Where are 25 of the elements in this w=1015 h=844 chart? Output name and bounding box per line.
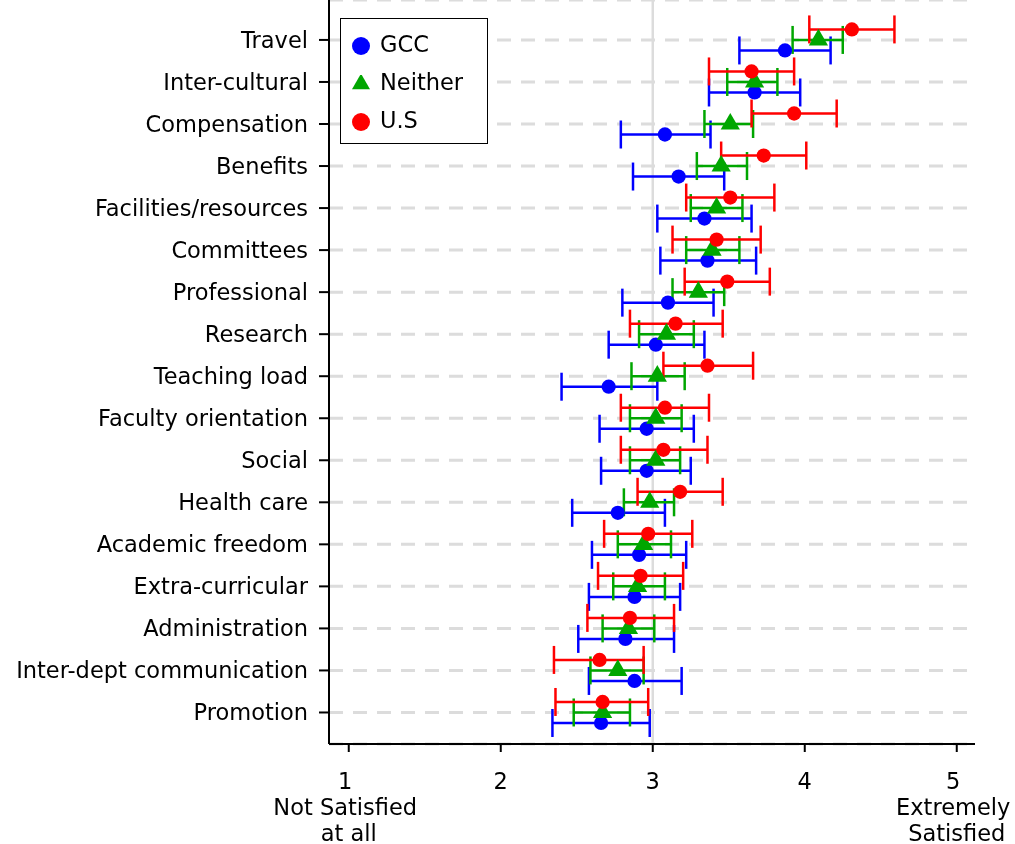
- y-tick-label: Health care: [178, 489, 308, 516]
- y-tick-label: Benefits: [215, 153, 308, 180]
- x-tick-label: 3: [645, 768, 660, 794]
- x-tick-label: 5 Extremely Satisfied: [896, 768, 1011, 844]
- y-tick-label: Committees: [171, 237, 308, 264]
- y-tick-label: Inter-cultural: [163, 68, 308, 95]
- y-tick-label: Research: [204, 321, 308, 348]
- legend-label: GCC: [380, 31, 429, 57]
- y-tick-label: Travel: [240, 26, 308, 53]
- y-tick-label: Professional: [172, 279, 308, 306]
- y-tick-label: Inter-dept communication: [16, 657, 308, 684]
- x-tick-label: 1 Not Satisfied at all: [273, 768, 418, 844]
- y-tick-label: Teaching load: [152, 363, 308, 390]
- legend-label: U.S: [380, 107, 418, 133]
- legend-label: Neither: [380, 69, 464, 95]
- y-tick-label: Social: [241, 447, 308, 474]
- y-tick-label: Academic freedom: [96, 531, 308, 558]
- x-tick-label: 2: [493, 768, 508, 794]
- y-tick-label: Facilities/resources: [94, 195, 308, 222]
- x-tick-label: 4: [797, 768, 812, 794]
- y-tick-label: Promotion: [193, 699, 308, 726]
- y-tick-label: Administration: [143, 615, 308, 642]
- y-tick-label: Compensation: [145, 110, 308, 137]
- y-tick-label: Faculty orientation: [98, 405, 308, 432]
- y-tick-label: Extra-curricular: [133, 573, 309, 600]
